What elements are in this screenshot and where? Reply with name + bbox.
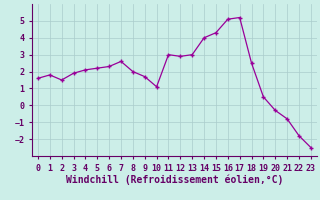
X-axis label: Windchill (Refroidissement éolien,°C): Windchill (Refroidissement éolien,°C)	[66, 174, 283, 185]
